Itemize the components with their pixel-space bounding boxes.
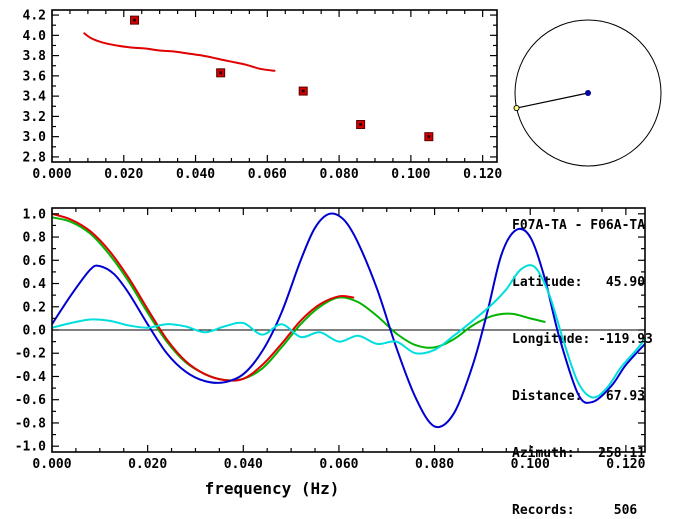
svg-text:3.0: 3.0 bbox=[23, 130, 47, 145]
tick-labels: 0.000 0.020 0.040 0.060 0.080 0.100 0.120 2.8 3.… bbox=[23, 9, 503, 182]
svg-text:-0.6: -0.6 bbox=[15, 393, 46, 408]
blue-cross-spectrum bbox=[52, 212, 645, 429]
station-info: F07A-TA - F06A-TA Latitude: 45.90 Longit… bbox=[512, 178, 653, 519]
svg-text:3.2: 3.2 bbox=[23, 110, 46, 125]
azimuth-circle bbox=[514, 19, 662, 167]
ticks bbox=[51, 208, 645, 452]
svg-text:0.120: 0.120 bbox=[606, 457, 645, 472]
svg-text:3.8: 3.8 bbox=[23, 49, 47, 64]
svg-text:4.2: 4.2 bbox=[23, 9, 46, 24]
plot-area bbox=[83, 15, 434, 142]
svg-text:0.060: 0.060 bbox=[248, 167, 287, 182]
svg-text:4.0: 4.0 bbox=[23, 29, 47, 44]
svg-text:2.8: 2.8 bbox=[23, 150, 47, 165]
svg-text:0.8: 0.8 bbox=[23, 231, 47, 246]
station-dot bbox=[585, 90, 591, 96]
svg-text:0.020: 0.020 bbox=[128, 457, 167, 472]
svg-text:0.080: 0.080 bbox=[415, 457, 454, 472]
ticks bbox=[51, 10, 497, 162]
red-fit-segment bbox=[52, 212, 355, 382]
dispersion-plot: 0.000 0.020 0.040 0.060 0.080 0.100 0.120 2.8 3.… bbox=[23, 9, 503, 182]
svg-text:0.0: 0.0 bbox=[23, 324, 47, 339]
svg-text:0.060: 0.060 bbox=[319, 457, 358, 472]
svg-text:-0.8: -0.8 bbox=[15, 416, 46, 431]
svg-text:0.100: 0.100 bbox=[391, 167, 430, 182]
svg-text:-0.2: -0.2 bbox=[15, 347, 46, 362]
green-fit-curve bbox=[52, 216, 546, 382]
svg-text:3.4: 3.4 bbox=[23, 90, 47, 105]
svg-text:0.2: 0.2 bbox=[23, 300, 46, 315]
longitude-line: Longitude: -119.93 bbox=[512, 332, 653, 347]
azimuth-ray bbox=[516, 92, 589, 109]
dispersion-curve bbox=[83, 32, 276, 72]
svg-text:1.0: 1.0 bbox=[23, 207, 47, 222]
svg-text:0.4: 0.4 bbox=[23, 277, 47, 292]
svg-text:0.000: 0.000 bbox=[32, 167, 71, 182]
svg-text:0.040: 0.040 bbox=[176, 167, 215, 182]
picked-velocity-points bbox=[130, 15, 434, 142]
event-dot bbox=[513, 104, 520, 112]
svg-text:0.020: 0.020 bbox=[104, 167, 143, 182]
svg-text:-1.0: -1.0 bbox=[15, 440, 46, 455]
cyan-smoothed-spectrum bbox=[52, 264, 645, 399]
tick-labels: 0.000 0.020 0.040 0.060 0.080 0.100 0.120 1.0 0.… bbox=[15, 207, 646, 472]
cross-spectrum-plot: 0.000 0.020 0.040 0.060 0.080 0.100 0.120 1.0 0.… bbox=[15, 207, 646, 498]
svg-text:0.100: 0.100 bbox=[511, 457, 550, 472]
azimuth-line-text: Azimuth: 258.11 bbox=[512, 446, 646, 461]
svg-text:0.080: 0.080 bbox=[320, 167, 359, 182]
records-line: Records: 506 bbox=[512, 503, 638, 518]
svg-text:0.040: 0.040 bbox=[224, 457, 263, 472]
latitude-line: Latitude: 45.90 bbox=[512, 275, 646, 290]
azimuth-map bbox=[513, 19, 662, 167]
station-pair-title: F07A-TA - F06A-TA bbox=[512, 218, 646, 233]
plot-area bbox=[52, 212, 645, 429]
svg-text:-0.4: -0.4 bbox=[15, 370, 46, 385]
svg-text:3.6: 3.6 bbox=[23, 69, 47, 84]
x-axis-label: frequency (Hz) bbox=[205, 479, 340, 498]
svg-text:0.6: 0.6 bbox=[23, 254, 47, 269]
distance-line: Distance: 67.93 bbox=[512, 389, 646, 404]
svg-text:0.000: 0.000 bbox=[32, 457, 71, 472]
svg-text:0.120: 0.120 bbox=[463, 167, 502, 182]
